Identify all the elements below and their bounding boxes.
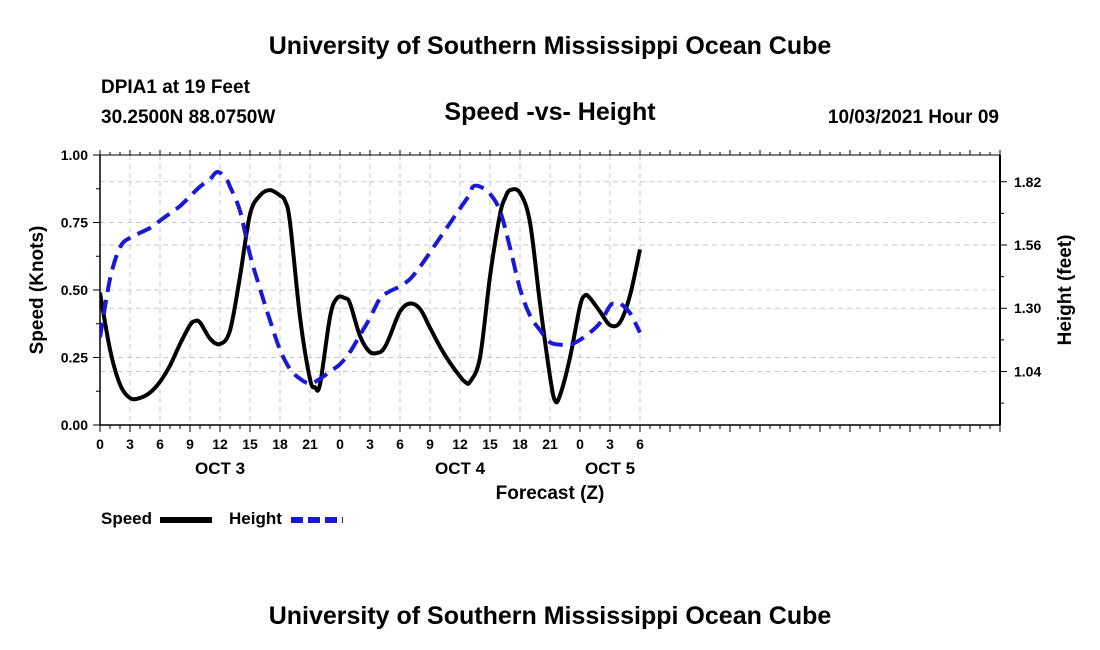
x-tick-label: 15: [482, 436, 498, 452]
x-tick-label: 6: [156, 436, 164, 452]
speed-series-line: [100, 187, 642, 405]
x-tick-label: 12: [452, 436, 468, 452]
y2-tick-label: 1.04: [1014, 363, 1041, 379]
y2-tick-label: 1.82: [1014, 174, 1041, 190]
footer-title: University of Southern Mississippi Ocean…: [268, 602, 832, 630]
x-axis-title: Forecast (Z): [496, 483, 605, 504]
y-tick-label: 0.75: [61, 215, 88, 231]
x-tick-label: 9: [426, 436, 434, 452]
day-label: OCT 3: [195, 459, 245, 478]
x-tick-label: 3: [366, 436, 374, 452]
page-title: University of Southern Mississippi Ocean…: [268, 32, 832, 60]
datetime-label: 10/03/2021 Hour 09: [827, 107, 999, 128]
x-tick-label: 12: [212, 436, 228, 452]
x-tick-label: 21: [542, 436, 558, 452]
day-label: OCT 4: [435, 459, 486, 478]
day-label: OCT 5: [585, 459, 635, 478]
x-tick-label: 0: [96, 436, 104, 452]
y-tick-label: 1.00: [61, 147, 88, 163]
y2-tick-label: 1.56: [1014, 237, 1041, 253]
legend-height-label: Height: [229, 509, 282, 528]
y2-tick-label: 1.30: [1014, 300, 1041, 316]
x-tick-label: 18: [272, 436, 288, 452]
y-tick-label: 0.25: [61, 350, 88, 366]
x-tick-label: 3: [606, 436, 614, 452]
x-tick-label: 21: [302, 436, 318, 452]
x-tick-label: 9: [186, 436, 194, 452]
x-tick-label: 18: [512, 436, 528, 452]
x-tick-label: 6: [636, 436, 644, 452]
x-tick-label: 6: [396, 436, 404, 452]
y-tick-label: 0.00: [61, 417, 88, 433]
x-tick-label: 15: [242, 436, 258, 452]
x-tick-label: 0: [336, 436, 344, 452]
height-series-line: [100, 169, 642, 386]
y-tick-label: 0.50: [61, 282, 88, 298]
y-axis-title: Speed (Knots): [27, 226, 48, 355]
x-tick-label: 0: [576, 436, 584, 452]
legend-speed-label: Speed: [101, 509, 153, 528]
coords-label: 30.2500N 88.0750W: [101, 107, 276, 128]
y2-axis-title: Height (feet): [1055, 235, 1076, 346]
station-label: DPIA1 at 19 Feet: [101, 77, 250, 98]
chart-title: Speed -vs- Height: [444, 98, 656, 126]
x-tick-label: 3: [126, 436, 134, 452]
